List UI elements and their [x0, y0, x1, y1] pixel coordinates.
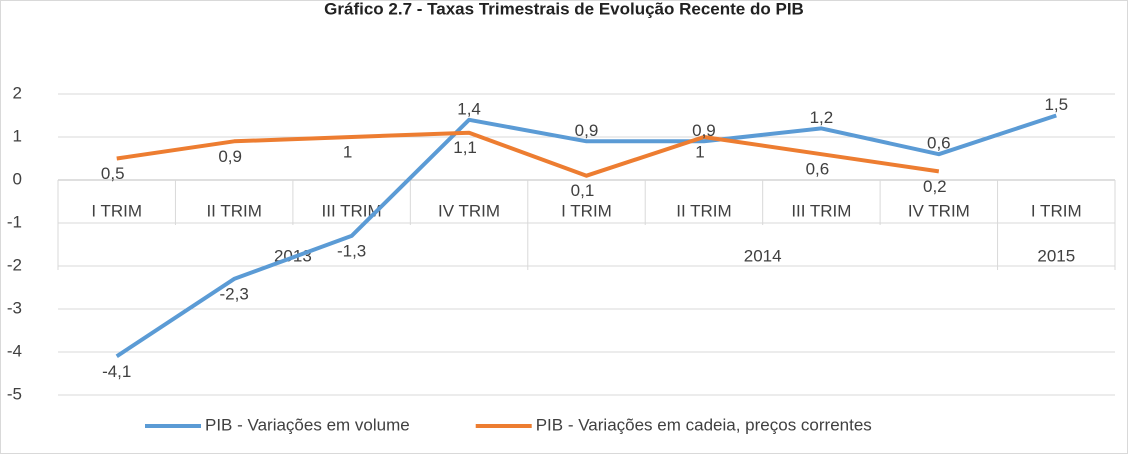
- data-label: 1,1: [453, 138, 477, 157]
- data-label: 0,6: [927, 134, 951, 153]
- x-tick-label: II TRIM: [676, 201, 731, 220]
- y-tick-label: -3: [7, 298, 22, 317]
- data-label: -1,3: [337, 241, 366, 260]
- x-tick-label: I TRIM: [561, 201, 612, 220]
- y-tick-label: 0: [13, 169, 22, 188]
- x-tick-label: I TRIM: [1031, 201, 1082, 220]
- data-label: 1,5: [1044, 95, 1068, 114]
- x-tick-label: III TRIM: [322, 201, 382, 220]
- y-tick-label: 2: [13, 83, 22, 102]
- group-label: 2014: [744, 246, 782, 265]
- x-tick-label: IV TRIM: [438, 201, 500, 220]
- data-label: 0,6: [806, 160, 830, 179]
- data-label: 0,5: [101, 164, 125, 183]
- data-label: 0,2: [923, 177, 947, 196]
- data-label: -2,3: [220, 284, 249, 303]
- data-label: 1: [343, 142, 352, 161]
- chart-title: Gráfico 2.7 - Taxas Trimestrais de Evolu…: [324, 0, 804, 18]
- data-label: 0,1: [571, 181, 595, 200]
- legend-label: PIB - Variações em volume: [205, 415, 410, 434]
- x-tick-label: I TRIM: [91, 201, 142, 220]
- data-label: 0,9: [692, 121, 716, 140]
- x-tick-label: III TRIM: [791, 201, 851, 220]
- x-tick-label: IV TRIM: [908, 201, 970, 220]
- data-label: 0,9: [218, 147, 242, 166]
- y-tick-label: -2: [7, 255, 22, 274]
- data-label: 0,9: [575, 121, 599, 140]
- y-tick-label: -1: [7, 212, 22, 231]
- series-line: [116, 130, 940, 178]
- group-label: 2015: [1037, 246, 1075, 265]
- x-tick-label: II TRIM: [206, 201, 261, 220]
- data-label: 1,4: [457, 99, 481, 118]
- series-line: [115, 113, 1057, 358]
- y-tick-label: 1: [13, 126, 22, 145]
- y-tick-label: -4: [7, 341, 22, 360]
- y-tick-label: -5: [7, 384, 22, 403]
- data-label: -4,1: [102, 362, 131, 381]
- data-label: 1,2: [810, 108, 834, 127]
- legend-label: PIB - Variações em cadeia, preços corren…: [536, 415, 872, 434]
- data-label: 1: [695, 142, 704, 161]
